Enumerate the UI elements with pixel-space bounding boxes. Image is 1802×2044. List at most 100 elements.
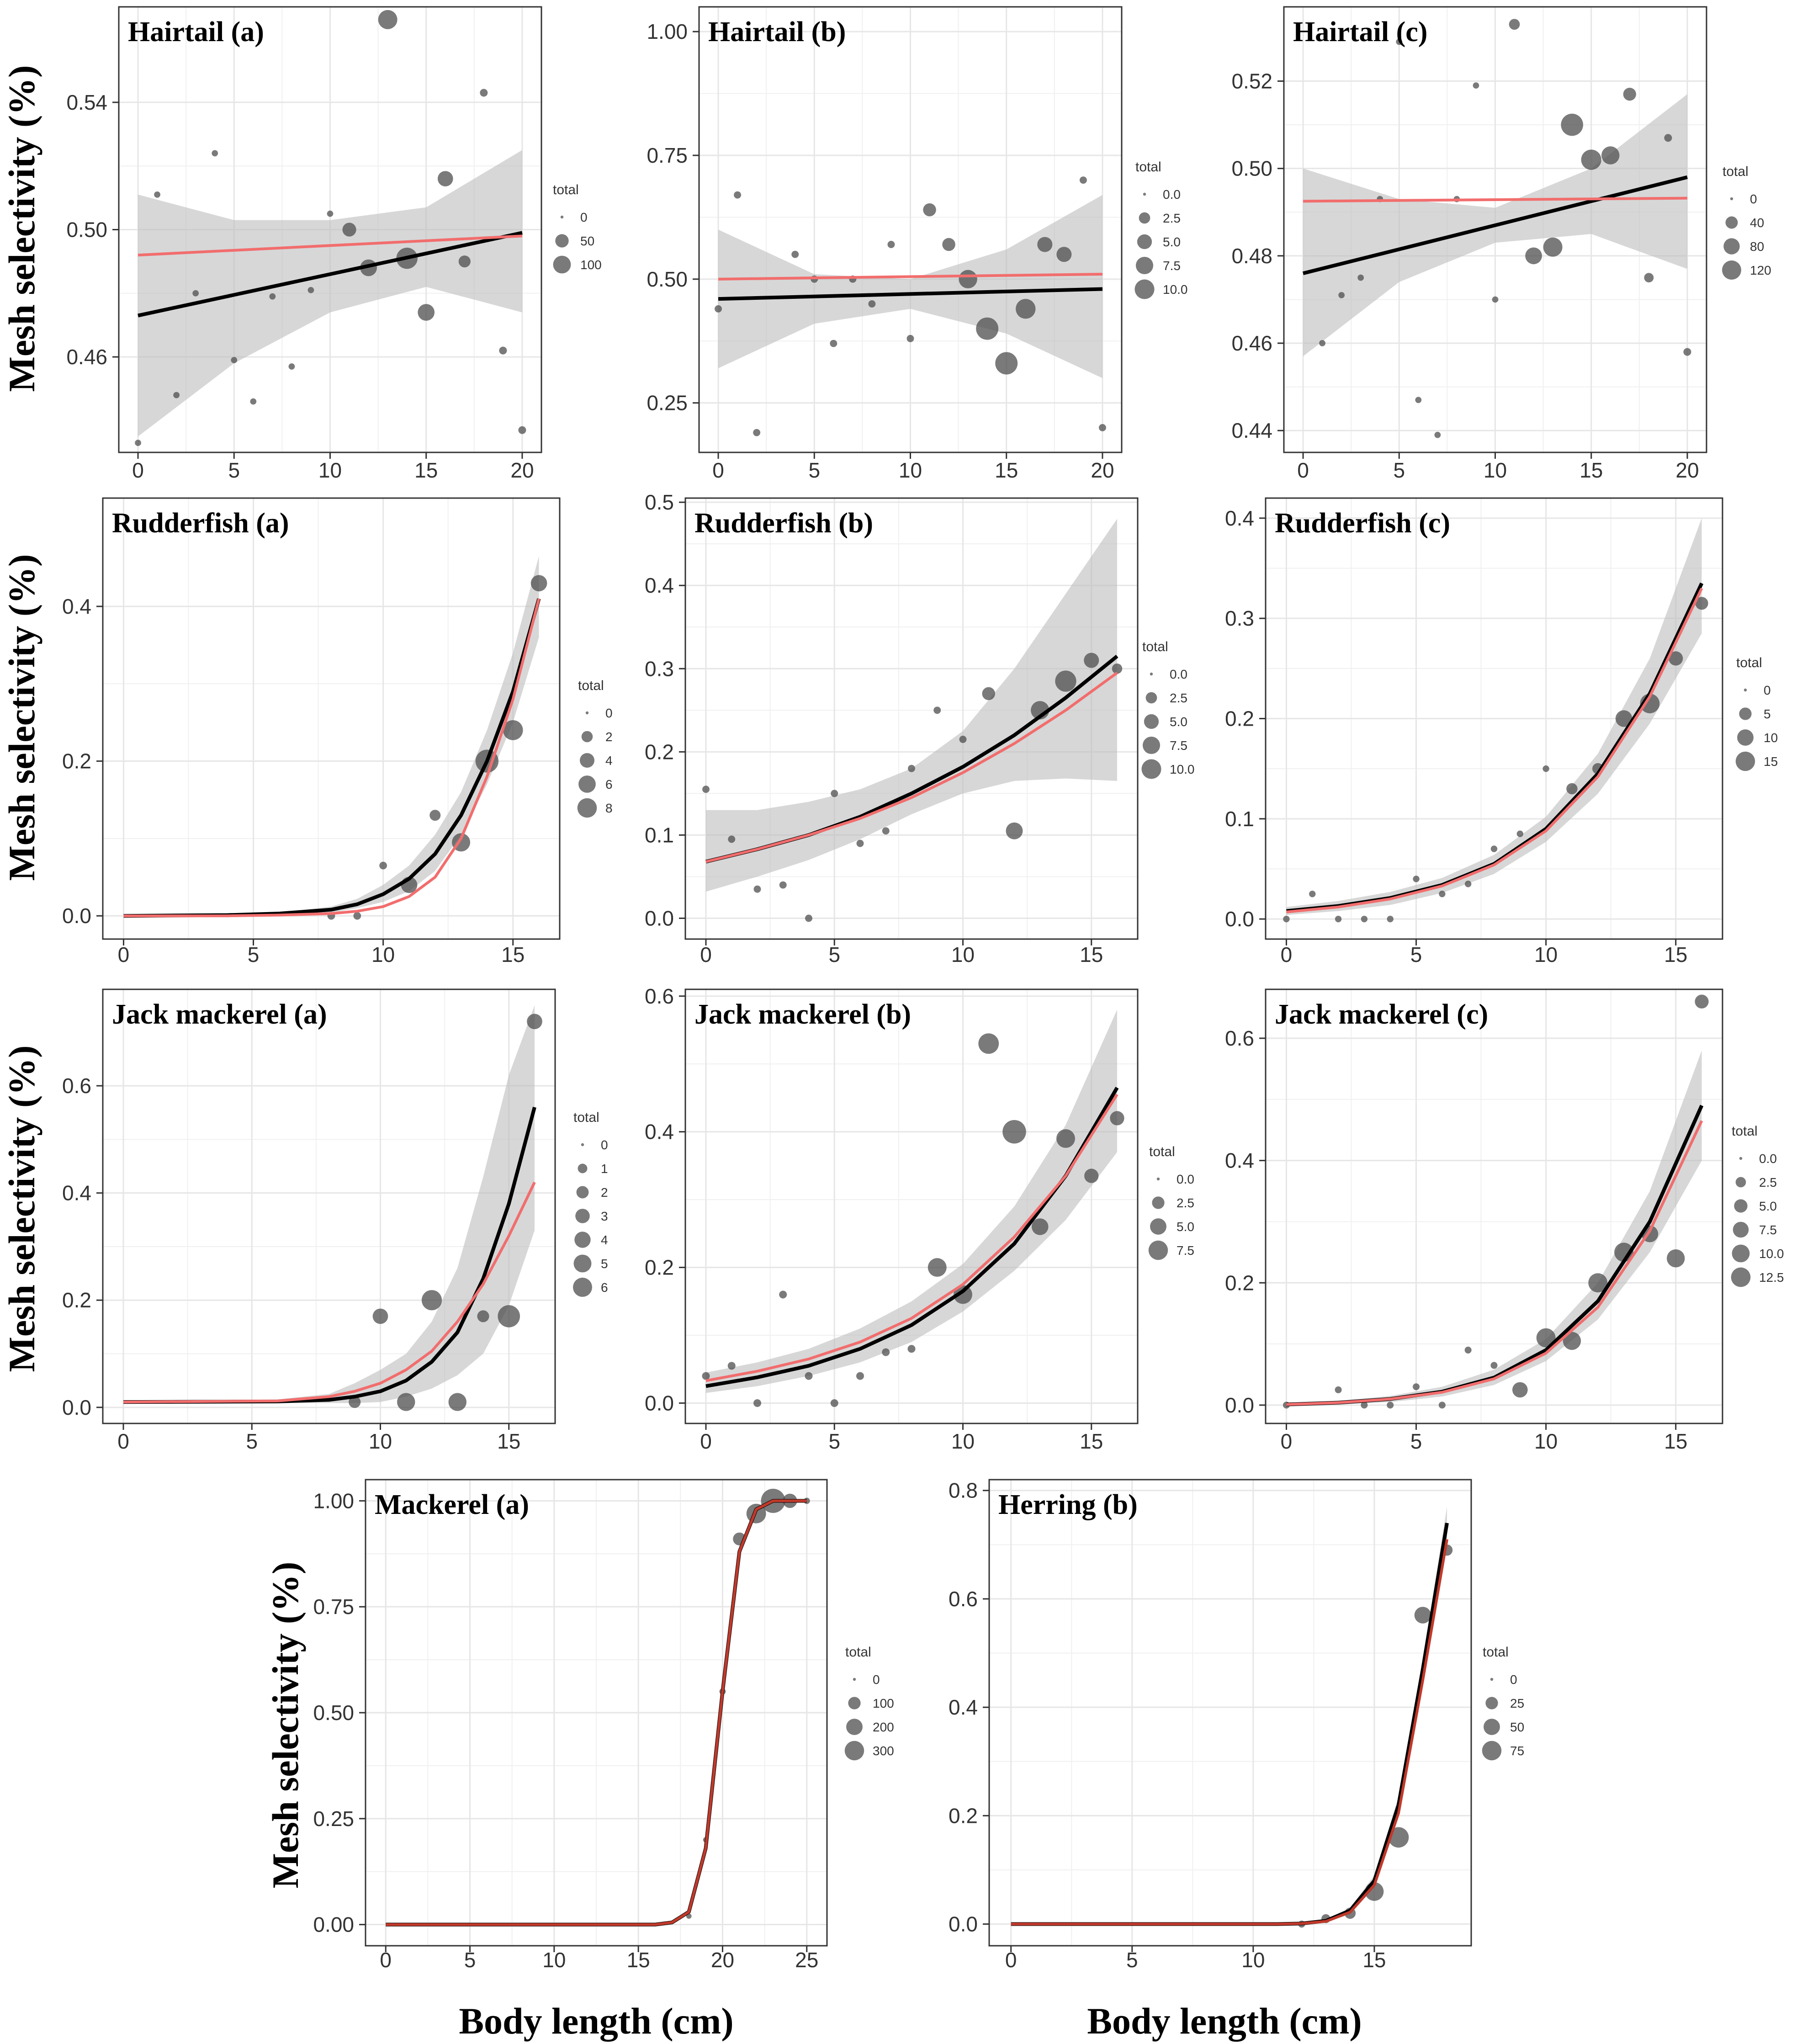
data-point (498, 1305, 520, 1327)
legend-key (1144, 714, 1159, 729)
x-tick-label: 0 (1297, 458, 1309, 482)
data-point (1110, 1111, 1124, 1126)
y-tick-label: 0.25 (647, 391, 688, 415)
data-point (1439, 891, 1446, 897)
x-tick-label: 10 (1534, 943, 1558, 966)
data-point (1079, 176, 1087, 184)
legend-key (848, 1697, 861, 1710)
data-point (1338, 292, 1345, 298)
x-tick-label: 5 (1393, 458, 1405, 482)
data-point (1037, 237, 1053, 252)
black-fit-line (123, 598, 541, 918)
data-point (830, 340, 837, 347)
red-fit-line (1286, 1120, 1703, 1406)
data-point (429, 810, 441, 821)
data-point (173, 392, 180, 398)
data-point (1683, 348, 1691, 356)
data-point (1536, 1328, 1556, 1348)
legend-label: 80 (1750, 239, 1764, 254)
data-point (1464, 1346, 1472, 1354)
legend-key (1722, 260, 1741, 280)
legend-key (1139, 212, 1150, 224)
x-tick-label: 10 (951, 943, 975, 966)
x-tick-label: 5 (828, 1429, 840, 1453)
legend-label: 300 (873, 1744, 894, 1758)
legend-title: total (573, 1110, 599, 1125)
legend-label: 10.0 (1759, 1247, 1784, 1261)
x-axis-label-left: Body length (cm) (459, 2000, 733, 2042)
y-tick-label: 0.75 (647, 143, 688, 167)
legend-label: 2 (605, 730, 613, 744)
y-tick-label: 0.6 (62, 1074, 91, 1098)
x-tick-label: 0 (700, 1429, 712, 1453)
y-tick-label: 0.52 (1231, 69, 1272, 93)
legend-label: 5.0 (1759, 1199, 1777, 1213)
confidence-band (138, 150, 522, 437)
data-point (1438, 1402, 1446, 1409)
y-tick-label: 0.0 (62, 1396, 91, 1419)
x-tick-label: 5 (464, 1948, 476, 1972)
confidence-band (1286, 1050, 1702, 1405)
x-tick-label: 5 (1126, 1948, 1138, 1972)
y-tick-label: 0.50 (647, 267, 688, 291)
legend-key (1739, 1157, 1743, 1160)
x-tick-label: 10 (369, 1429, 392, 1453)
legend-key (577, 798, 597, 818)
y-tick-label: 0.2 (949, 1804, 978, 1827)
confidence-band (706, 1009, 1117, 1393)
data-point (1387, 1402, 1394, 1409)
data-point (1335, 1386, 1342, 1393)
y-tick-label: 0.4 (1225, 1149, 1254, 1173)
legend-label: 7.5 (1759, 1223, 1777, 1237)
legend-key (1148, 1240, 1168, 1260)
data-point (995, 352, 1018, 375)
legend-key (1730, 197, 1733, 201)
data-point (887, 241, 895, 248)
x-tick-label: 15 (1080, 1429, 1103, 1453)
data-point (959, 270, 977, 289)
data-point (349, 1396, 361, 1408)
legend-title: total (1142, 639, 1168, 654)
data-point (1669, 651, 1683, 666)
panel-jack-mackerel-c: 0 5 10 15 0.0 0.2 0.4 0.6 Jack mackerel (c) total… (1225, 988, 1784, 1453)
legend-key (578, 775, 596, 793)
data-point (779, 881, 787, 889)
data-point (1695, 994, 1709, 1009)
data-point (702, 786, 710, 793)
data-point (978, 1033, 999, 1054)
red-fit-line (705, 1094, 1118, 1382)
x-tick-label: 10 (1241, 1948, 1265, 1972)
data-point (480, 89, 488, 97)
legend-label: 7.5 (1163, 259, 1181, 273)
y-tick-label: 0.50 (1231, 157, 1272, 181)
legend-key (1135, 256, 1154, 275)
x-tick-label: 10 (318, 458, 342, 482)
legend-label: 5.0 (1177, 1220, 1194, 1234)
x-axis-label-right: Body length (cm) (1087, 2000, 1362, 2042)
y-tick-label: 1.00 (647, 20, 688, 43)
x-tick-label: 0 (117, 1429, 129, 1453)
red-fit-line (1303, 196, 1687, 203)
legend-key (1150, 672, 1153, 676)
legend-key (580, 753, 594, 768)
legend-key (1735, 751, 1755, 771)
data-point (1490, 845, 1498, 852)
data-point (342, 223, 356, 237)
legend-label: 0.0 (1163, 187, 1181, 202)
panel-hairtail-b: 0 5 10 15 20 0.25 0.50 0.75 1.00 Hairtail (b) tota… (647, 6, 1188, 482)
legend-label: 3 (601, 1209, 608, 1223)
confidence-band (718, 195, 1102, 378)
y-tick-label: 0.6 (1225, 1026, 1254, 1050)
data-point (1098, 424, 1106, 431)
data-point (954, 1285, 972, 1304)
panel-title: Rudderfish (b) (694, 508, 873, 539)
data-point (728, 835, 736, 843)
data-point (1413, 1383, 1420, 1391)
legend-key (1739, 707, 1752, 720)
data-point (1588, 1273, 1608, 1293)
